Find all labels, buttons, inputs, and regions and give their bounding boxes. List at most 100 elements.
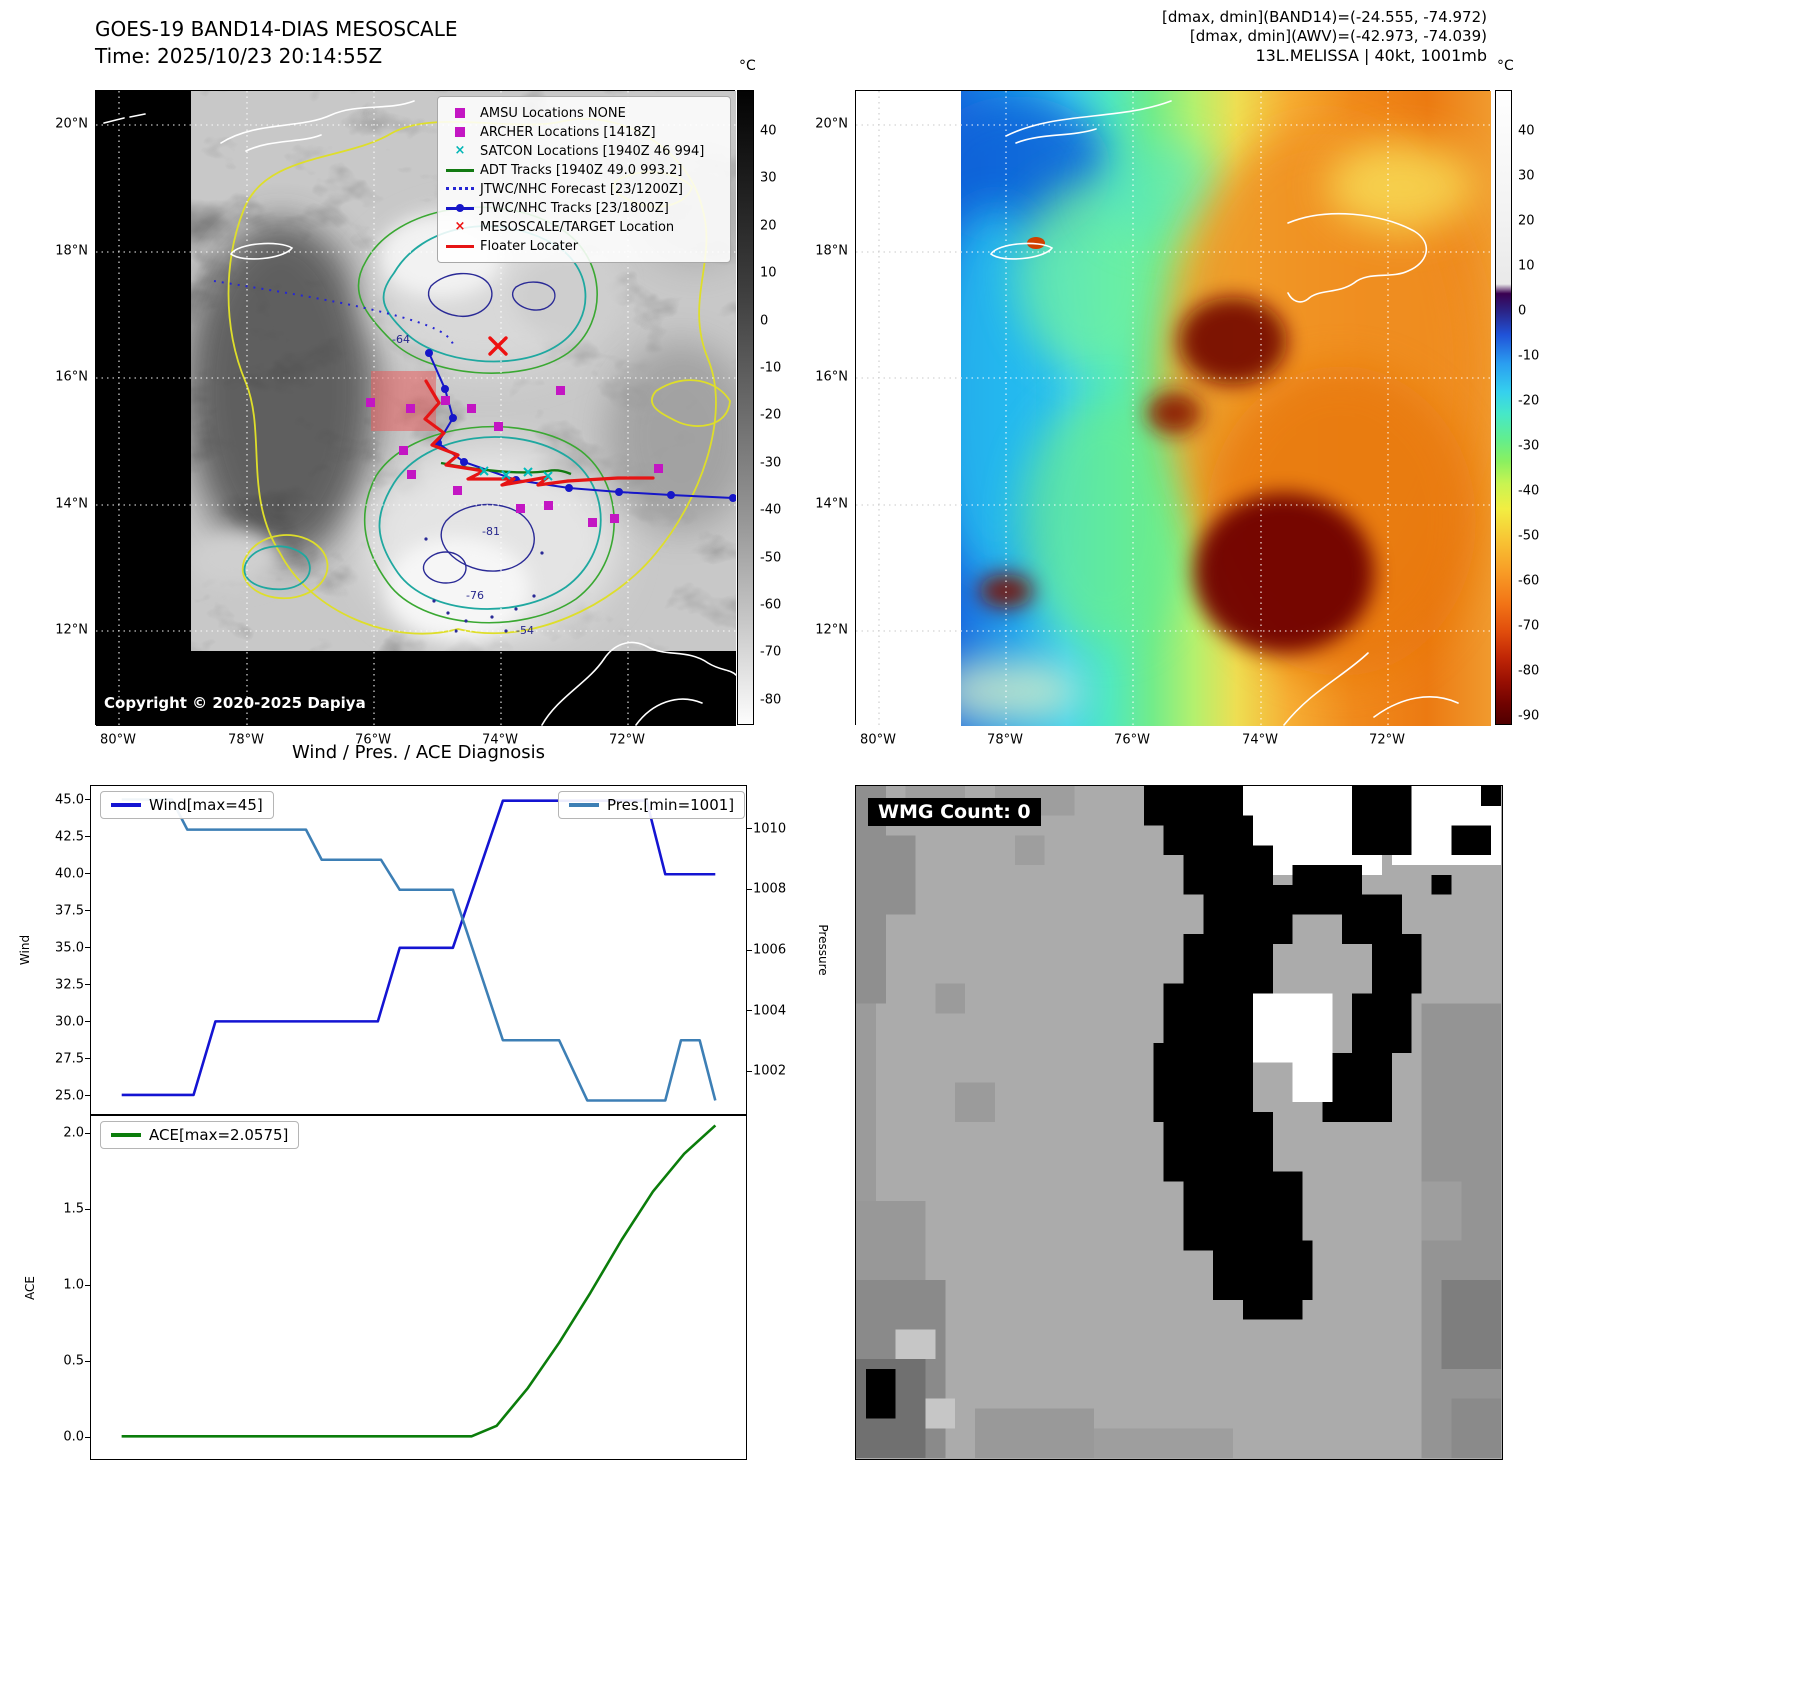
diagnosis-chart-title: Wind / Pres. / ACE Diagnosis <box>291 742 546 763</box>
series-line-1 <box>121 798 717 1102</box>
band14-colorbar <box>737 90 754 725</box>
tick-mark <box>85 1021 90 1023</box>
awv-colorbar-tick: 40 <box>1518 123 1535 139</box>
chart1-y2tick: 1008 <box>753 881 787 897</box>
band14-colorbar-unit: °C <box>739 58 756 74</box>
tick-mark <box>85 1058 90 1060</box>
wind-legend: Wind[max=45] <box>100 791 274 819</box>
band14-lat-tick: 16°N <box>55 369 88 385</box>
pressure-line-icon <box>569 803 599 807</box>
mesoscale-target-x-icon <box>488 336 508 356</box>
series-line-0 <box>121 1124 717 1438</box>
awv-lat-tick: 12°N <box>815 622 848 638</box>
chart2-ytick: 1.5 <box>63 1201 84 1217</box>
tick-mark <box>747 949 752 951</box>
wmg-panel: WMG Count: 0 <box>855 785 1503 1460</box>
pressure-legend: Pres.[min=1001] <box>558 791 746 819</box>
coastlines <box>989 100 1459 726</box>
tick-mark <box>85 947 90 949</box>
awv-colorbar-tick: -60 <box>1518 573 1540 589</box>
awv-lon-tick: 76°W <box>1114 732 1150 748</box>
tick-mark <box>85 910 90 912</box>
tick-mark <box>85 1132 90 1134</box>
awv-header-line2: [dmax, dmin](AWV)=(-42.973, -74.039) <box>1189 27 1487 45</box>
band14-legend-item: × MESOSCALE/TARGET Location <box>446 218 722 236</box>
band14-legend-label: ARCHER Locations [1418Z] <box>480 124 656 140</box>
band14-title: GOES-19 BAND14-DIAS MESOSCALE <box>95 17 458 41</box>
awv-header-line1: [dmax, dmin](BAND14)=(-24.555, -74.972) <box>1162 8 1487 26</box>
band14-colorbar-tick: -10 <box>760 360 782 376</box>
awv-lon-tick: 74°W <box>1242 732 1278 748</box>
awv-colorbar-unit: °C <box>1497 58 1514 74</box>
coastlines <box>103 100 737 726</box>
band14-colorbar-tick: -70 <box>760 644 782 660</box>
chart1-ytick: 35.0 <box>55 940 84 956</box>
band14-legend-label: SATCON Locations [1940Z 46 994] <box>480 143 705 159</box>
awv-colorbar-tick: -80 <box>1518 663 1540 679</box>
band14-colorbar-tick: -60 <box>760 597 782 613</box>
archer-square-markers <box>366 386 663 527</box>
awv-colorbar-tick: -40 <box>1518 483 1540 499</box>
tick-mark <box>747 1070 752 1072</box>
band14-legend-label: ADT Tracks [1940Z 49.0 993.2] <box>480 162 683 178</box>
band14-colorbar-tick: 40 <box>760 123 777 139</box>
contour-label: -81 <box>482 525 500 538</box>
chart2-ytick: 0.0 <box>63 1429 84 1445</box>
line-icon <box>446 239 474 253</box>
awv-colorbar-tick: -90 <box>1518 708 1540 724</box>
awv-lat-tick: 16°N <box>815 369 848 385</box>
awv-lon-tick: 80°W <box>860 732 896 748</box>
chart1-y2tick: 1002 <box>753 1063 787 1079</box>
line-with-marker-icon <box>446 201 474 215</box>
band14-legend: AMSU Locations NONE ARCHER Locations [141… <box>437 96 731 263</box>
tick-mark <box>85 836 90 838</box>
chart1-ytick: 30.0 <box>55 1014 84 1030</box>
band14-header: GOES-19 BAND14-DIAS MESOSCALE Time: 2025… <box>95 16 458 70</box>
contour-label: -76 <box>466 589 484 602</box>
awv-satellite-image <box>856 91 1491 726</box>
tick-mark <box>747 1010 752 1012</box>
pressure-axis-label: Pressure <box>816 924 830 976</box>
ace-line-icon <box>111 1133 141 1137</box>
tick-mark <box>85 873 90 875</box>
contour-label: -64 <box>392 333 410 346</box>
tick-mark <box>85 799 90 801</box>
band14-legend-label: MESOSCALE/TARGET Location <box>480 219 675 235</box>
wmg-image <box>856 786 1501 1458</box>
chart1-ytick: 25.0 <box>55 1088 84 1104</box>
band14-lon-tick: 74°W <box>482 732 518 748</box>
band14-lon-tick: 80°W <box>100 732 136 748</box>
pressure-legend-label: Pres.[min=1001] <box>607 796 735 814</box>
tick-mark <box>85 1436 90 1438</box>
band14-lat-tick: 12°N <box>55 622 88 638</box>
chart2-ytick: 1.0 <box>63 1277 84 1293</box>
tick-mark <box>85 1208 90 1210</box>
dotted-line-icon <box>446 182 474 196</box>
band14-colorbar-tick: -30 <box>760 455 782 471</box>
tick-mark <box>85 1095 90 1097</box>
x-marker-icon: × <box>454 219 466 234</box>
contour-label: -54 <box>516 624 534 637</box>
chart1-ytick: 45.0 <box>55 792 84 808</box>
ace-chart <box>90 1115 747 1460</box>
ace-axis-label: ACE <box>23 1276 37 1300</box>
awv-colorbar-tick: -30 <box>1518 438 1540 454</box>
wmg-count-badge: WMG Count: 0 <box>868 798 1041 826</box>
awv-colorbar-tick: 20 <box>1518 213 1535 229</box>
wind-axis-label: Wind <box>18 934 32 966</box>
chart2-ytick: 0.5 <box>63 1353 84 1369</box>
satcon-x-markers <box>479 466 553 481</box>
band14-legend-item: JTWC/NHC Tracks [23/1800Z] <box>446 199 722 217</box>
square-marker-icon <box>446 125 474 139</box>
chart1-y2tick: 1004 <box>753 1003 787 1019</box>
band14-legend-label: JTWC/NHC Tracks [23/1800Z] <box>480 200 669 216</box>
awv-lat-tick: 18°N <box>815 243 848 259</box>
band14-legend-label: Floater Locater <box>480 238 579 254</box>
awv-lat-tick: 14°N <box>815 496 848 512</box>
wind-legend-label: Wind[max=45] <box>149 796 263 814</box>
chart1-ytick: 27.5 <box>55 1051 84 1067</box>
chart1-ytick: 40.0 <box>55 866 84 882</box>
floater-track <box>423 379 655 487</box>
band14-lon-tick: 72°W <box>609 732 645 748</box>
